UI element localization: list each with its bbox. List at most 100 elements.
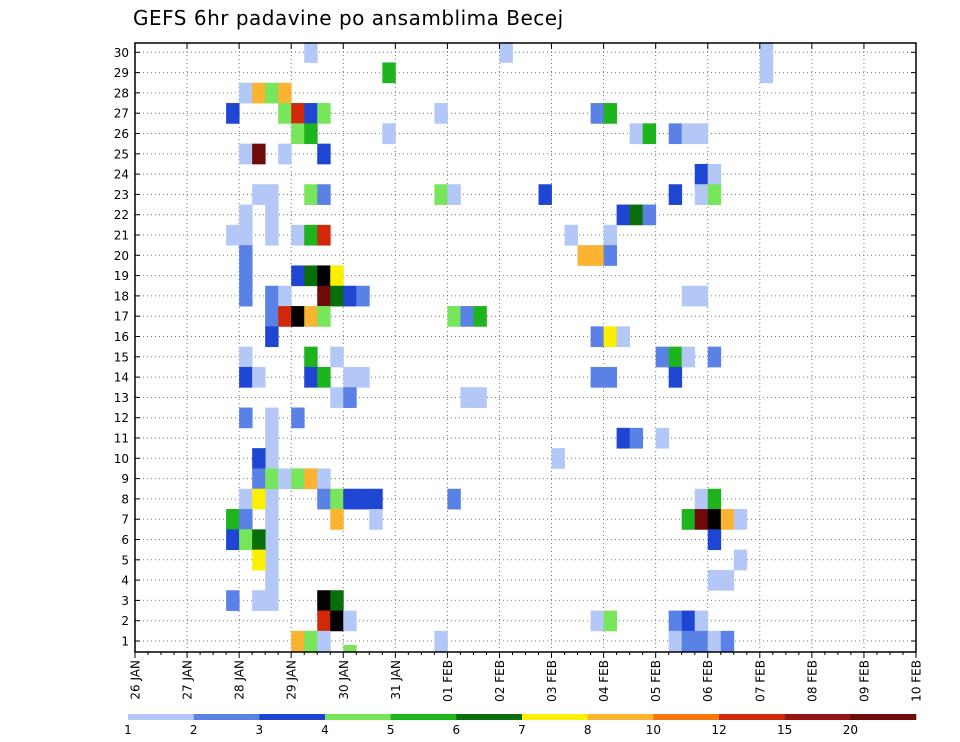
precip-cell — [291, 224, 305, 246]
legend-label: 3 — [256, 723, 264, 737]
precip-cell — [304, 346, 318, 368]
precip-cell — [603, 224, 618, 246]
precip-cell — [239, 346, 253, 368]
precip-cell — [343, 366, 357, 388]
legend-label: 4 — [321, 723, 329, 737]
precip-cell — [330, 346, 344, 368]
precip-cell — [291, 630, 305, 652]
precip-cell — [707, 488, 722, 510]
legend-swatch — [653, 714, 720, 720]
precip-cell — [330, 488, 344, 510]
precip-cell — [668, 184, 683, 205]
precip-cell — [356, 366, 370, 388]
precip-cell — [434, 103, 448, 124]
precip-cell — [291, 265, 305, 287]
precip-cell — [265, 224, 279, 246]
precip-cell — [629, 427, 644, 449]
legend-swatch — [128, 714, 194, 720]
y-tick-label: 17 — [114, 310, 129, 324]
precip-cell — [317, 224, 331, 246]
x-axis: 26 JAN 27 JAN 28 JAN 29 JAN 30 JAN 31 JAN 01 F… — [129, 43, 924, 702]
precip-cell — [252, 488, 266, 510]
precip-cell — [460, 387, 474, 408]
x-tick-label: 08 FEB — [805, 660, 819, 702]
precip-cell — [668, 630, 683, 652]
precip-cell — [707, 184, 722, 205]
precip-cell — [720, 630, 735, 652]
x-tick-label: 07 FEB — [753, 660, 767, 702]
legend-label: 6 — [453, 723, 461, 737]
precip-cell — [317, 630, 331, 652]
precip-cell — [707, 509, 722, 530]
y-tick-label: 1 — [121, 635, 129, 649]
y-tick-label: 23 — [114, 188, 129, 202]
y-tick-label: 20 — [114, 249, 129, 263]
precip-cell — [226, 509, 240, 530]
x-tick-label: 09 FEB — [857, 660, 871, 702]
precip-cell — [239, 285, 253, 307]
x-tick-label: 03 FEB — [545, 660, 559, 702]
precip-cell — [252, 590, 266, 611]
precip-cell — [265, 468, 279, 490]
precip-cell — [382, 62, 396, 84]
precip-cell — [265, 509, 279, 530]
precip-cell — [473, 387, 487, 408]
precip-cell — [720, 509, 735, 530]
legend-label: 1 — [124, 723, 132, 737]
precip-cell — [304, 306, 318, 327]
precip-cell — [681, 346, 696, 368]
precip-cell — [694, 610, 709, 632]
y-tick-label: 18 — [114, 289, 129, 303]
precip-cell — [343, 488, 357, 510]
legend-swatch — [193, 714, 260, 720]
y-tick-label: 27 — [114, 107, 129, 121]
x-tick-label: 28 JAN — [233, 660, 247, 700]
precip-cell — [694, 285, 709, 307]
legend-swatch — [784, 714, 851, 720]
precip-cell — [369, 509, 383, 530]
precip-cell — [278, 103, 292, 124]
precip-cell — [447, 184, 461, 205]
x-tick-label: 27 JAN — [181, 660, 195, 700]
precip-cell — [577, 245, 591, 266]
y-tick-label: 8 — [121, 492, 129, 506]
y-tick-label: 22 — [114, 208, 129, 222]
precip-cell — [239, 509, 253, 530]
precip-cell — [265, 184, 279, 205]
precip-cell — [291, 103, 305, 124]
y-tick-label: 3 — [121, 594, 129, 608]
precip-cell — [681, 285, 696, 307]
precip-cell — [265, 549, 279, 571]
legend-swatch — [456, 714, 523, 720]
y-tick-label: 2 — [121, 614, 129, 628]
precip-cell — [694, 184, 709, 205]
precip-cell — [304, 103, 318, 124]
precip-cell — [603, 245, 618, 266]
y-tick-label: 11 — [114, 432, 129, 446]
precip-cell — [616, 326, 631, 348]
precip-cell — [226, 103, 240, 124]
precip-cell — [239, 265, 253, 287]
precip-cell — [304, 366, 318, 388]
precip-cell — [707, 569, 722, 591]
y-tick-label: 10 — [114, 452, 129, 466]
precip-cell — [603, 610, 618, 632]
precip-cell — [239, 366, 253, 388]
precip-cell — [330, 590, 344, 611]
precip-cell — [252, 143, 266, 165]
precip-cell — [239, 529, 253, 551]
x-tick-label: 06 FEB — [701, 660, 715, 702]
y-tick-label: 6 — [121, 533, 129, 547]
precip-cell — [317, 265, 331, 287]
precip-cell — [759, 42, 774, 63]
precip-cell — [330, 387, 344, 408]
precip-cell — [317, 610, 331, 632]
precip-cell — [317, 285, 331, 307]
precip-cell — [265, 82, 279, 104]
precip-cell — [265, 204, 279, 226]
precip-cell — [252, 366, 266, 388]
precip-cell — [473, 306, 487, 327]
y-tick-label: 13 — [114, 391, 129, 405]
precip-cell — [278, 82, 292, 104]
x-tick-label: 05 FEB — [649, 660, 663, 702]
